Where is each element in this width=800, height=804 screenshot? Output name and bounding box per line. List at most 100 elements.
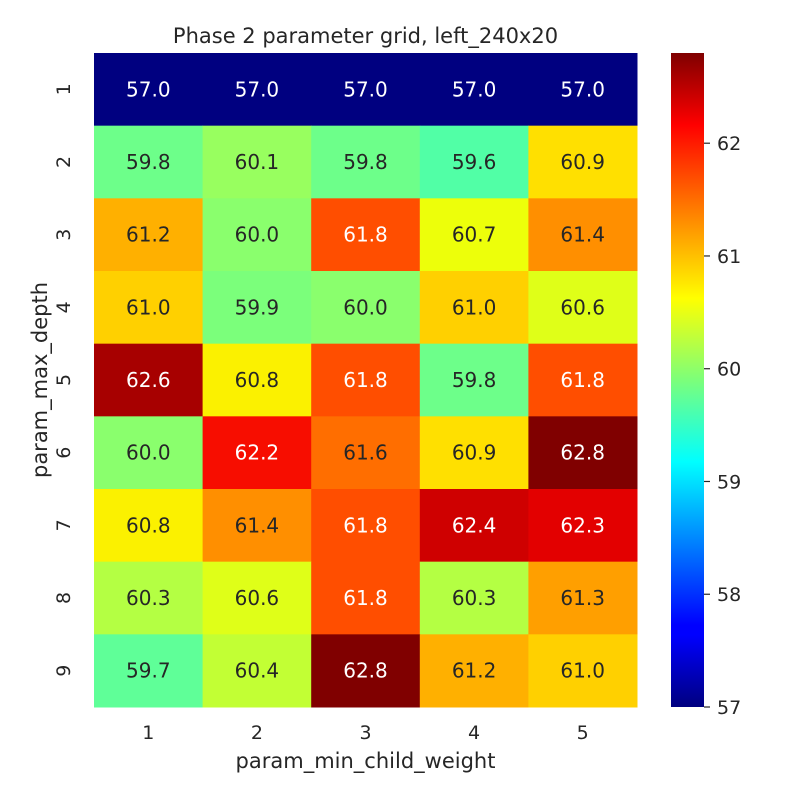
heatmap-cell bbox=[419, 416, 529, 490]
heatmap-cell bbox=[419, 343, 529, 417]
heatmap-cell bbox=[94, 198, 204, 272]
colorbar-tick-label: 62 bbox=[717, 133, 741, 155]
cell-value-label: 61.8 bbox=[343, 586, 388, 610]
colorbar-tick-label: 61 bbox=[717, 246, 741, 268]
cell-value-label: 61.0 bbox=[126, 295, 171, 319]
heatmap-cell bbox=[311, 198, 421, 272]
heatmap-cell bbox=[94, 343, 204, 417]
heatmap-cell bbox=[419, 271, 529, 345]
colorbar bbox=[671, 53, 704, 707]
heatmap-cell bbox=[528, 125, 638, 199]
x-tick-label: 1 bbox=[142, 722, 154, 744]
cell-value-label: 57.0 bbox=[343, 77, 388, 101]
heatmap-cell bbox=[311, 343, 421, 417]
cell-value-label: 61.8 bbox=[560, 368, 605, 392]
heatmap-cell bbox=[419, 561, 529, 635]
colorbar-tick-label: 57 bbox=[717, 697, 741, 719]
x-tick-label: 5 bbox=[577, 722, 589, 744]
chart-title: Phase 2 parameter grid, left_240x20 bbox=[173, 24, 558, 49]
heatmap-cell bbox=[311, 416, 421, 490]
cell-value-label: 61.0 bbox=[452, 295, 497, 319]
x-tick-label: 3 bbox=[359, 722, 371, 744]
y-tick-label: 4 bbox=[53, 301, 75, 313]
cell-value-label: 60.9 bbox=[452, 441, 497, 465]
heatmap-cell bbox=[202, 125, 312, 199]
heatmap-cell bbox=[202, 634, 312, 708]
cell-value-label: 62.4 bbox=[452, 513, 497, 537]
heatmap-cell bbox=[311, 53, 421, 127]
heatmap-cell bbox=[202, 198, 312, 272]
heatmap-cell bbox=[528, 198, 638, 272]
heatmap-cell bbox=[94, 53, 204, 127]
cell-value-label: 57.0 bbox=[560, 77, 605, 101]
heatmap-cell bbox=[94, 416, 204, 490]
cell-value-label: 62.6 bbox=[126, 368, 171, 392]
cell-value-label: 59.8 bbox=[126, 150, 171, 174]
cell-value-label: 57.0 bbox=[235, 77, 280, 101]
y-tick-label: 2 bbox=[53, 156, 75, 168]
cell-value-label: 62.3 bbox=[560, 513, 605, 537]
y-tick-label: 6 bbox=[53, 447, 75, 459]
cell-value-label: 59.8 bbox=[343, 150, 388, 174]
cell-value-label: 60.3 bbox=[126, 586, 171, 610]
heatmap-cell bbox=[528, 561, 638, 635]
y-tick-label: 8 bbox=[53, 592, 75, 604]
heatmap-cell bbox=[94, 271, 204, 345]
heatmap-cell bbox=[202, 489, 312, 563]
heatmap-cell bbox=[202, 343, 312, 417]
x-tick-label: 4 bbox=[468, 722, 480, 744]
heatmap-cell bbox=[311, 489, 421, 563]
y-tick-label: 5 bbox=[53, 374, 75, 386]
cell-value-label: 59.9 bbox=[235, 295, 280, 319]
heatmap-cell bbox=[202, 271, 312, 345]
colorbar-tick-label: 60 bbox=[717, 359, 741, 381]
cell-value-label: 59.7 bbox=[126, 659, 171, 683]
x-axis-label: param_min_child_weight bbox=[236, 749, 496, 774]
heatmap-cell bbox=[528, 343, 638, 417]
heatmap-cell bbox=[202, 561, 312, 635]
heatmap-cell bbox=[94, 489, 204, 563]
heatmap-cell bbox=[419, 125, 529, 199]
cell-value-label: 60.9 bbox=[560, 150, 605, 174]
heatmap-cell bbox=[94, 634, 204, 708]
cell-value-label: 60.4 bbox=[235, 659, 280, 683]
cell-value-label: 60.0 bbox=[343, 295, 388, 319]
cell-value-label: 61.4 bbox=[235, 513, 280, 537]
heatmap-cells: 57.0 57.0 57.0 57.0 57.0 59.8 60.1 59.8 59.6 60.9… bbox=[94, 53, 638, 708]
heatmap-cell bbox=[528, 271, 638, 345]
heatmap-cell bbox=[311, 125, 421, 199]
cell-value-label: 61.2 bbox=[452, 659, 497, 683]
cell-value-label: 60.1 bbox=[235, 150, 280, 174]
heatmap-cell bbox=[419, 53, 529, 127]
cell-value-label: 57.0 bbox=[126, 77, 171, 101]
heatmap-cell bbox=[311, 634, 421, 708]
y-tick-label: 9 bbox=[53, 665, 75, 677]
heatmap-cell bbox=[528, 489, 638, 563]
colorbar-tick-label: 59 bbox=[717, 471, 741, 493]
heatmap-cell bbox=[419, 198, 529, 272]
cell-value-label: 60.8 bbox=[126, 513, 171, 537]
heatmap-cell bbox=[419, 634, 529, 708]
cell-value-label: 61.8 bbox=[343, 223, 388, 247]
y-tick-label: 3 bbox=[53, 229, 75, 241]
cell-value-label: 59.6 bbox=[452, 150, 497, 174]
heatmap-cell bbox=[311, 271, 421, 345]
cell-value-label: 61.8 bbox=[343, 368, 388, 392]
cell-value-label: 60.0 bbox=[126, 441, 171, 465]
heatmap-cell bbox=[528, 634, 638, 708]
y-tick-labels: 1 2 3 4 5 6 7 8 9 bbox=[53, 83, 75, 676]
heatmap-cell bbox=[528, 53, 638, 127]
cell-value-label: 62.8 bbox=[560, 441, 605, 465]
y-axis-label: param_max_depth bbox=[28, 282, 53, 478]
cell-value-label: 57.0 bbox=[452, 77, 497, 101]
cell-value-label: 60.8 bbox=[235, 368, 280, 392]
cell-value-label: 61.4 bbox=[560, 223, 605, 247]
heatmap-cell bbox=[202, 53, 312, 127]
cell-value-label: 61.6 bbox=[343, 441, 388, 465]
cell-value-label: 60.3 bbox=[452, 586, 497, 610]
cell-value-label: 61.2 bbox=[126, 223, 171, 247]
x-tick-labels: 1 2 3 4 5 bbox=[142, 722, 588, 744]
cell-value-label: 62.8 bbox=[343, 659, 388, 683]
cell-value-label: 60.6 bbox=[560, 295, 605, 319]
